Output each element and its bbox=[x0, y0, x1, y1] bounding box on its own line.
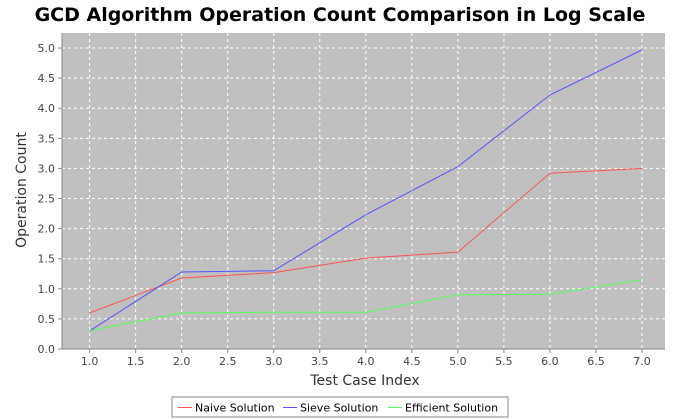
x-tick-label: 1.0 bbox=[81, 355, 99, 368]
x-tick-label: 4.5 bbox=[403, 355, 421, 368]
y-tick-label: 0.5 bbox=[38, 313, 56, 326]
series-line-0 bbox=[89, 167, 643, 314]
x-tick-label: 2.0 bbox=[173, 355, 191, 368]
x-axis-label: Test Case Index bbox=[309, 373, 419, 389]
y-tick-label: 1.5 bbox=[38, 253, 56, 266]
y-tick-label: 3.5 bbox=[38, 132, 56, 145]
y-tick-label: 2.0 bbox=[38, 223, 56, 236]
x-axis-ticks: 1.0 1.5 2.0 2.5 3.0 3.5 4.0 4.5 5.0 5.5 6.0 6.5 7.0 bbox=[81, 349, 651, 368]
legend-label-1: Sieve Solution bbox=[300, 402, 378, 415]
y-axis-ticks: 0.0 0.5 1.0 1.5 2.0 2.5 3.0 3.5 4.0 4.5 5.0 bbox=[38, 42, 62, 356]
x-tick-label: 5.5 bbox=[495, 355, 513, 368]
x-tick-label: 3.0 bbox=[265, 355, 283, 368]
legend-box bbox=[171, 396, 509, 418]
y-tick-label: 1.0 bbox=[38, 283, 56, 296]
x-tick-label: 2.5 bbox=[219, 355, 237, 368]
y-tick-label: 2.5 bbox=[38, 193, 56, 206]
series-line-1 bbox=[89, 49, 643, 332]
chart-title: GCD Algorithm Operation Count Comparison… bbox=[35, 4, 646, 26]
series-line-2 bbox=[89, 279, 643, 332]
y-tick-label: 4.0 bbox=[38, 102, 56, 115]
axes bbox=[61, 33, 665, 350]
x-tick-label: 6.5 bbox=[587, 355, 605, 368]
y-tick-label: 5.0 bbox=[38, 42, 56, 55]
x-tick-label: 1.5 bbox=[127, 355, 145, 368]
x-tick-label: 7.0 bbox=[633, 355, 651, 368]
y-axis-label: Operation Count bbox=[14, 132, 30, 248]
x-tick-label: 5.0 bbox=[449, 355, 467, 368]
plot-area bbox=[62, 33, 665, 349]
legend: Naive Solution Sieve Solution Efficient So… bbox=[171, 396, 509, 418]
series-lines bbox=[89, 49, 643, 332]
x-tick-label: 3.5 bbox=[311, 355, 329, 368]
legend-label-0: Naive Solution bbox=[195, 402, 275, 415]
x-tick-label: 4.0 bbox=[357, 355, 375, 368]
y-tick-label: 3.0 bbox=[38, 162, 56, 175]
y-tick-label: 4.5 bbox=[38, 72, 56, 85]
y-tick-label: 0.0 bbox=[38, 343, 56, 356]
legend-label-2: Efficient Solution bbox=[405, 402, 498, 415]
x-tick-label: 6.0 bbox=[541, 355, 559, 368]
